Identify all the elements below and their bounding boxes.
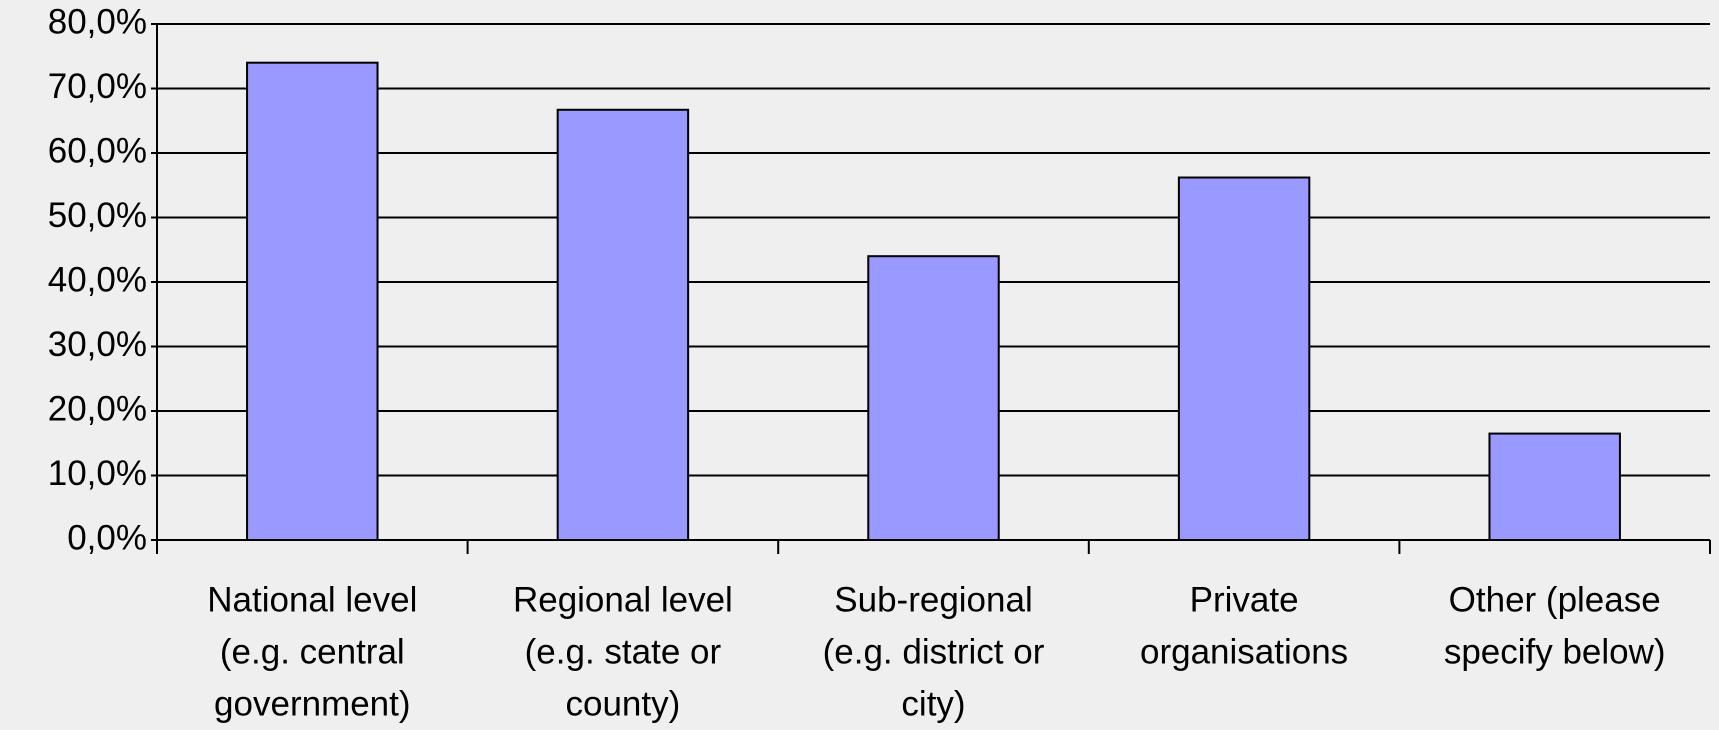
y-tick-label: 60,0% [48,131,147,170]
bar [246,61,379,541]
x-tick-label: organisations [1140,632,1348,671]
bar [1177,176,1311,541]
y-tick-label: 0,0% [67,518,147,557]
y-tick-label: 50,0% [48,196,147,235]
x-tick-label: National level [207,580,417,619]
x-tick-label: government) [214,684,410,723]
y-tick-label: 30,0% [48,325,147,364]
x-tick-label: specify below) [1444,632,1666,671]
x-tick-label: city) [901,684,965,723]
bar [1488,432,1621,542]
bar [556,108,690,541]
y-tick-label: 80,0% [48,2,147,41]
y-tick-label: 10,0% [48,454,147,493]
x-tick-label: Private [1190,580,1299,619]
bar [867,255,1000,541]
x-tick-label: Sub-regional [834,580,1032,619]
x-tick-label: (e.g. state or [525,632,722,671]
x-tick-label: (e.g. central [220,632,405,671]
y-tick-label: 40,0% [48,260,147,299]
x-tick-label: Other (please [1449,580,1661,619]
y-tick-label: 20,0% [48,389,147,428]
y-tick-label: 70,0% [48,67,147,106]
x-tick-label: Regional level [513,580,733,619]
x-tick-label: county) [566,684,681,723]
x-tick-label: (e.g. district or [823,632,1045,671]
